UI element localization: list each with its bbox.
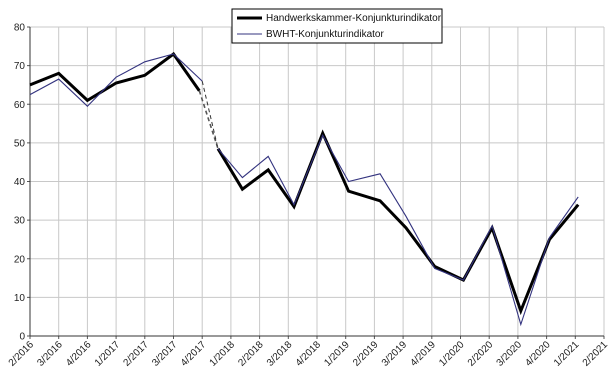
x-tick-label: 4/2016 — [64, 339, 94, 369]
legend-label-handwerkskammer: Handwerkskammer-Konjunkturindikator — [266, 13, 442, 24]
y-tick-label: 50 — [14, 138, 26, 149]
series-line-1-b — [217, 133, 579, 327]
legend: Handwerkskammer-Konjunkturindikator BWHT… — [231, 8, 443, 44]
grid-lines — [29, 26, 605, 337]
y-tick-label: 80 — [14, 23, 26, 34]
x-tick-label: 3/2020 — [495, 339, 525, 369]
series-lines — [29, 51, 580, 327]
series-dashed-0 — [198, 90, 219, 149]
x-tick-label: 2/2020 — [466, 339, 496, 369]
y-tick-label: 40 — [14, 177, 26, 188]
x-tick-label: 1/2021 — [552, 339, 582, 369]
x-tick-label: 3/2016 — [35, 339, 65, 369]
x-tick-label: 4/2018 — [294, 339, 324, 369]
x-tick-label: 3/2018 — [265, 339, 295, 369]
x-tick-label: 2/2017 — [122, 339, 152, 369]
y-axis: 0 10 20 30 40 50 60 70 80 — [14, 23, 31, 343]
series-line-0-b — [216, 129, 580, 316]
x-tick-label: 3/2019 — [380, 339, 410, 369]
x-tick-label: 1/2018 — [208, 339, 238, 369]
y-tick-label: 60 — [14, 100, 26, 111]
x-tick-label: 4/2017 — [179, 339, 209, 369]
series-dashed-1 — [201, 80, 219, 149]
y-tick-label: 20 — [14, 254, 26, 265]
x-tick-label: 2/2018 — [236, 339, 266, 369]
x-tick-label: 3/2017 — [150, 339, 180, 369]
x-tick-label: 1/2017 — [93, 339, 123, 369]
x-tick-label: 1/2019 — [322, 339, 352, 369]
x-tick-label: 2/2021 — [581, 339, 611, 369]
x-tick-label: 2/2019 — [351, 339, 381, 369]
series-line-1-a — [29, 53, 203, 107]
x-axis: 2/2016 3/2016 4/2016 1/2017 2/2017 3/2017 4/20… — [7, 335, 611, 369]
x-tick-label: 4/2019 — [409, 339, 439, 369]
y-tick-label: 70 — [14, 61, 26, 72]
x-tick-label: 4/2020 — [523, 339, 553, 369]
x-tick-label: 1/2020 — [437, 339, 467, 369]
x-tick-label: 2/2016 — [7, 339, 37, 369]
y-tick-label: 10 — [14, 293, 26, 304]
y-tick-label: 30 — [14, 216, 26, 227]
legend-box — [231, 8, 443, 44]
legend-label-bwht: BWHT-Konjunkturindikator — [266, 29, 384, 40]
y-tick-label: 0 — [19, 332, 25, 343]
